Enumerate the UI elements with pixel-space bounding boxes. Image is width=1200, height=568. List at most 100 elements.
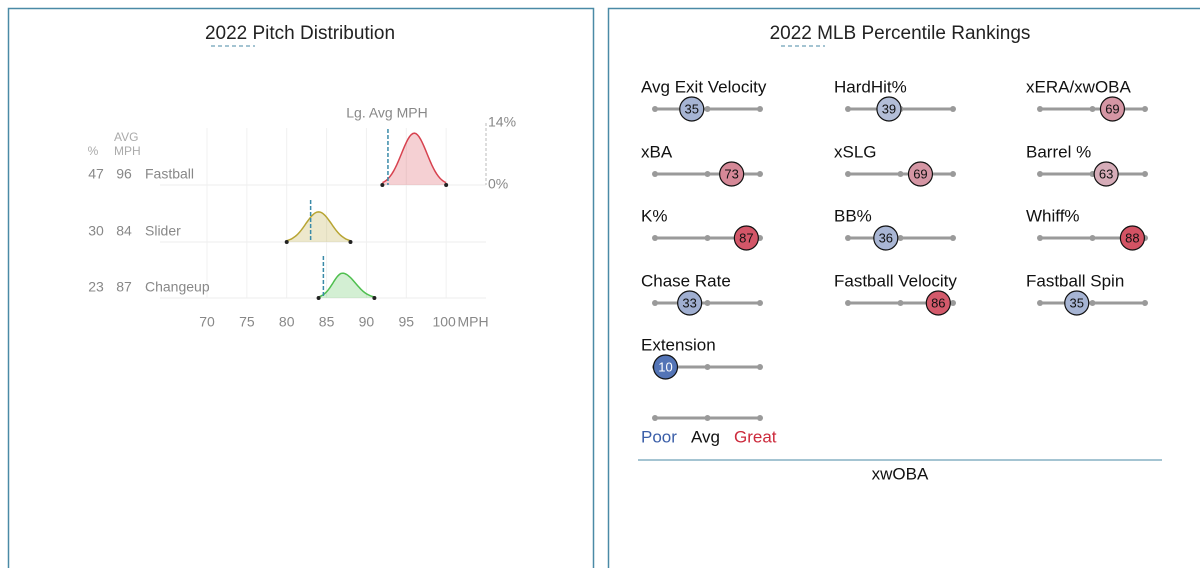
density-curve xyxy=(318,272,375,298)
track-dot xyxy=(897,235,904,241)
track-dot xyxy=(652,106,658,112)
pitch-name: Fastball xyxy=(145,166,194,182)
metric-label: Fastball Velocity xyxy=(834,271,957,290)
track-dot xyxy=(652,235,658,241)
min-dot xyxy=(316,296,321,300)
min-dot xyxy=(284,240,289,244)
pitch-pct: 23 xyxy=(88,279,104,295)
track-dot xyxy=(950,106,956,112)
max-dot xyxy=(372,296,377,300)
percentile-value: 87 xyxy=(739,230,753,245)
track-dot xyxy=(757,106,763,112)
track-dot xyxy=(652,171,658,177)
x-unit: MPH xyxy=(457,314,488,330)
x-tick-label: 95 xyxy=(398,314,414,330)
track-dot xyxy=(757,171,763,177)
pitch-pct: 47 xyxy=(88,166,104,182)
pitch-name: Changeup xyxy=(145,279,210,295)
track-dot xyxy=(1089,235,1096,241)
pitch-velo: 84 xyxy=(116,223,132,239)
track-dot xyxy=(1142,171,1148,177)
percentile-value: 73 xyxy=(724,166,738,181)
metric-label: xSLG xyxy=(834,142,877,161)
track-dot xyxy=(1142,106,1148,112)
percentile-marker xyxy=(719,161,745,187)
metric-label: Barrel % xyxy=(1026,142,1091,161)
x-tick-label: 75 xyxy=(239,314,255,330)
density-area xyxy=(382,133,447,185)
density-area xyxy=(286,211,351,242)
track-dot xyxy=(897,171,904,177)
metric-label: Fastball Spin xyxy=(1026,271,1124,290)
density-area xyxy=(318,273,375,298)
track-dot xyxy=(652,415,658,421)
x-tick-label: 70 xyxy=(199,314,215,330)
percentile-marker xyxy=(1064,290,1090,316)
x-tick-label: 80 xyxy=(279,314,295,330)
metric-label: xBA xyxy=(641,142,673,161)
track-dot xyxy=(1037,300,1043,306)
metric-label: Extension xyxy=(641,335,716,354)
track-dot xyxy=(950,235,956,241)
max-dot xyxy=(444,183,449,187)
x-tick-label: 90 xyxy=(359,314,375,330)
percentile-marker xyxy=(679,96,705,122)
metric-label: K% xyxy=(641,206,667,225)
percentile-value: 86 xyxy=(931,295,945,310)
left-panel xyxy=(7,7,595,568)
track-dot xyxy=(1037,171,1043,177)
track-dot xyxy=(704,106,711,112)
percentile-marker xyxy=(873,225,899,251)
x-tick-label: 85 xyxy=(319,314,335,330)
min-dot xyxy=(380,183,385,187)
percentile-marker xyxy=(1119,225,1146,251)
track-dot xyxy=(704,235,711,241)
percentile-title: 2022 MLB Percentile Rankings xyxy=(770,23,1031,44)
track-dot xyxy=(1037,235,1043,241)
track-dot xyxy=(1089,106,1096,112)
pitch-velo: 96 xyxy=(116,166,132,182)
track-dot xyxy=(757,300,763,306)
track-dot xyxy=(950,171,956,177)
percentile-marker xyxy=(733,225,759,251)
track-dot xyxy=(1037,106,1043,112)
percentile-value: 33 xyxy=(682,295,696,310)
track-dot xyxy=(757,364,763,370)
metric-label: HardHit% xyxy=(834,77,907,96)
right-panel xyxy=(607,7,1200,568)
lg-avg-label: Lg. Avg MPH xyxy=(346,105,427,121)
track-dot xyxy=(897,300,904,306)
percentile-value: 36 xyxy=(879,230,893,245)
track-dot xyxy=(704,171,711,177)
percentile-marker xyxy=(677,290,703,316)
metric-label: Chase Rate xyxy=(641,271,731,290)
track-dot xyxy=(950,300,956,306)
track-dot xyxy=(845,106,851,112)
density-tick-label: 14% xyxy=(488,114,516,130)
track-dot xyxy=(704,415,711,421)
legend-avg: Avg xyxy=(691,427,720,446)
metric-label: BB% xyxy=(834,206,872,225)
percentile-value: 69 xyxy=(1105,101,1119,116)
legend-poor: Poor xyxy=(641,427,677,446)
pitch-name: Slider xyxy=(145,223,181,239)
track-dot xyxy=(1142,300,1148,306)
pct-header: % xyxy=(88,144,99,158)
velo-header: MPH xyxy=(114,144,141,158)
percentile-marker xyxy=(925,290,951,316)
max-dot xyxy=(348,240,353,244)
track-dot xyxy=(845,171,851,177)
track-dot xyxy=(704,300,711,306)
track-dot xyxy=(757,415,763,421)
percentile-value: 39 xyxy=(882,101,896,116)
percentile-value: 63 xyxy=(1099,166,1113,181)
track-dot xyxy=(652,300,658,306)
density-tick-label: 0% xyxy=(488,176,508,192)
percentile-value: 69 xyxy=(913,166,927,181)
percentile-marker xyxy=(876,96,902,122)
percentile-value: 35 xyxy=(685,101,699,116)
percentile-marker xyxy=(1099,96,1126,122)
density-curve xyxy=(382,132,447,184)
